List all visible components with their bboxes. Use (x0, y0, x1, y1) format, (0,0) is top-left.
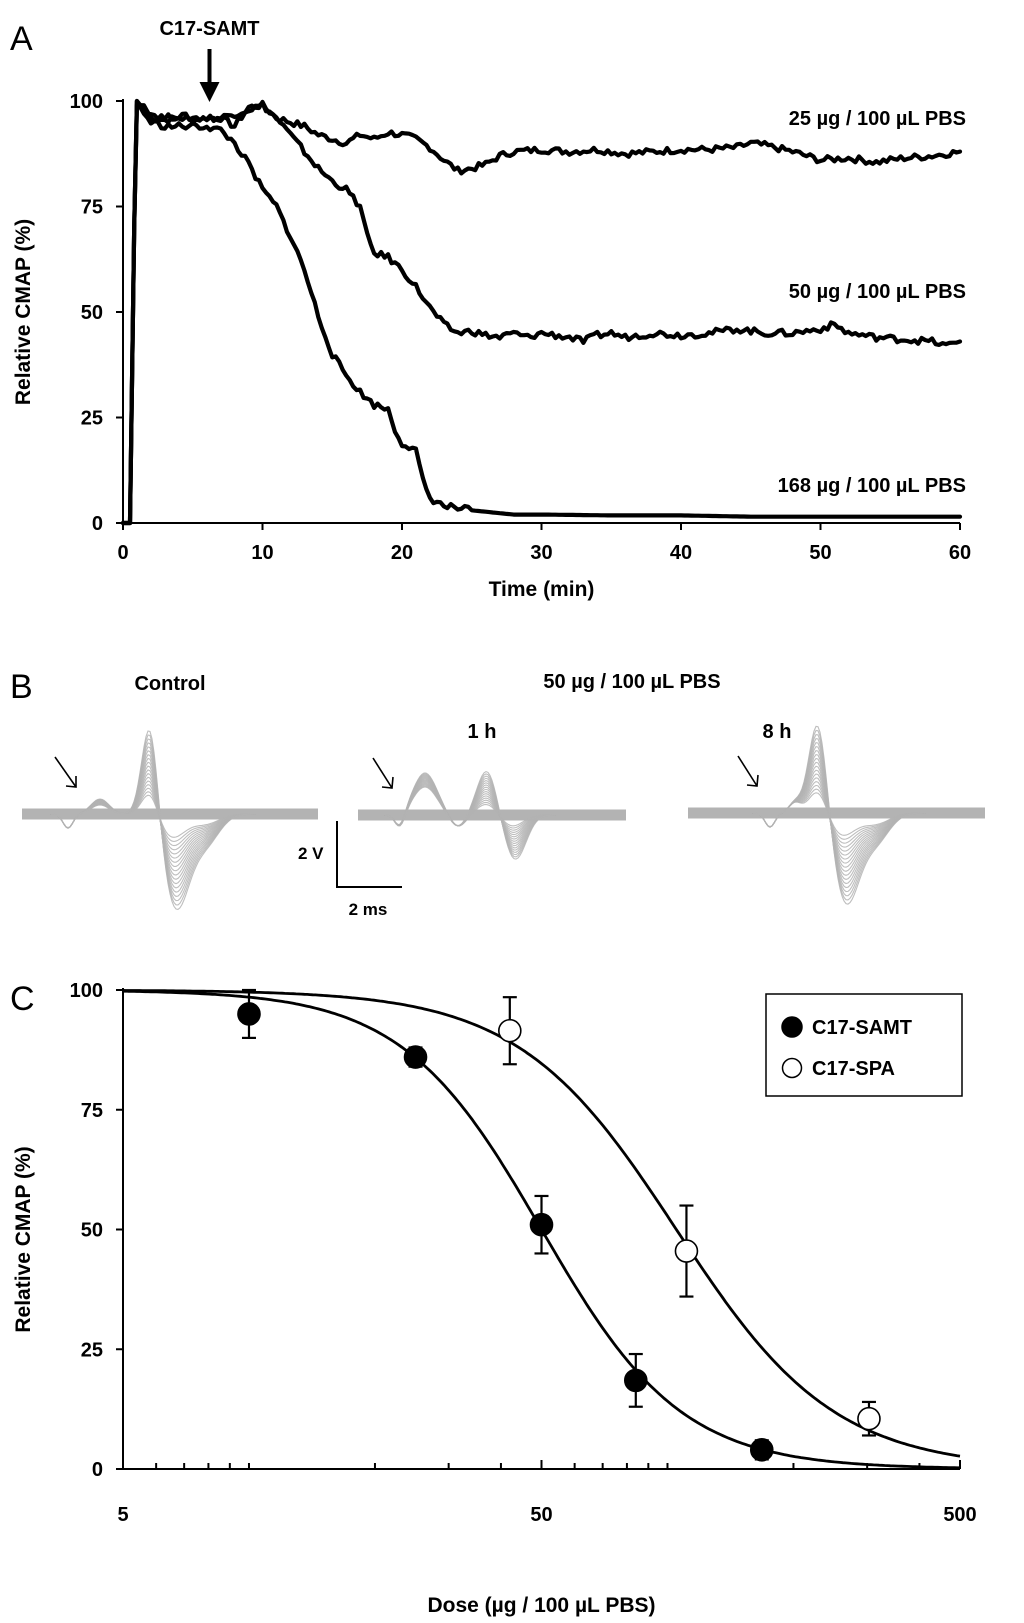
legend-label-c17-samt: C17-SAMT (812, 1017, 912, 1039)
panel-c-x-tick-label: 50 (530, 1504, 552, 1526)
panel-c-y-tick-label: 25 (81, 1339, 103, 1361)
panel-a: A 0 25 50 75 100 0 10 20 30 40 50 60 Time (min) Rel… (10, 18, 971, 601)
panel-c-point-c17-spa (674, 1239, 699, 1263)
panel-a-y-axis-title: Relative CMAP (%) (12, 219, 35, 405)
panel-a-series-line (120, 98, 963, 526)
panel-a-x-tick-label: 0 (117, 542, 128, 564)
panel-a-x-tick-label: 30 (530, 542, 552, 564)
trace-8h-label: 8 h (763, 721, 792, 743)
panel-a-x-tick-label: 10 (251, 542, 273, 564)
panel-c-point-c17-spa (498, 1018, 522, 1043)
panel-b: B Control 50 µg / 100 µL PBS 1 h 8 h 2 V… (10, 668, 985, 919)
scale-bar: 2 V 2 ms (298, 821, 402, 919)
panel-a-series-label: 168 µg / 100 µL PBS (778, 475, 966, 497)
panel-a-x-tick-label: 40 (670, 542, 692, 564)
legend-open-circle-icon (781, 1057, 803, 1079)
panel-a-x-tick-label: 50 (809, 542, 831, 564)
panel-c-point-c17-samt (749, 1438, 774, 1462)
panel-b-traces (22, 725, 985, 910)
panel-c-fit-curve (122, 989, 961, 1458)
panel-c: C 0 25 50 75 100 5 50 500 Dose (µg / 100 µL PBS… (10, 980, 977, 1617)
c17-samt-annotation-label: C17-SAMT (159, 18, 259, 40)
stimulus-arrow-icon (372, 757, 394, 789)
trace-8h (688, 725, 984, 905)
panel-c-point-c17-spa (857, 1406, 881, 1431)
stimulus-arrow-icon (737, 755, 759, 787)
panel-a-y-tick-label: 25 (81, 408, 103, 430)
panel-a-x-tick-label: 20 (391, 542, 413, 564)
legend-label-c17-spa: C17-SPA (812, 1058, 895, 1080)
panel-a-y-tick-label: 50 (81, 302, 103, 324)
panel-a-annotation: C17-SAMT (159, 18, 259, 102)
panel-c-data-points (237, 988, 881, 1462)
panel-c-x-tick-label: 5 (117, 1504, 128, 1526)
trace-control-label: Control (134, 673, 205, 695)
panel-a-series-line (120, 98, 963, 526)
panel-c-axes: 0 25 50 75 100 5 50 500 (70, 980, 977, 1526)
panel-c-y-axis-title: Relative CMAP (%) (12, 1146, 35, 1332)
trace-control (22, 730, 318, 910)
trace-1h-label: 1 h (468, 721, 497, 743)
application-arrow-icon (199, 82, 220, 102)
trace-1h (358, 770, 626, 860)
scale-bar-voltage-label: 2 V (298, 844, 324, 863)
panel-a-letter: A (10, 20, 33, 58)
scale-bar-time-label: 2 ms (349, 900, 388, 919)
panel-a-y-tick-label: 100 (70, 91, 103, 113)
panel-a-axes: 0 25 50 75 100 0 10 20 30 40 50 60 (70, 91, 972, 564)
panel-a-series: 25 µg / 100 µL PBS 50 µg / 100 µL PBS 168 … (120, 98, 966, 526)
condition-label: 50 µg / 100 µL PBS (543, 671, 720, 693)
legend-box (765, 993, 963, 1097)
panel-c-point-c17-samt (403, 1045, 428, 1069)
panel-a-series-label: 50 µg / 100 µL PBS (789, 281, 966, 303)
panel-a-series-label: 25 µg / 100 µL PBS (789, 108, 966, 130)
panel-c-letter: C (10, 980, 35, 1018)
panel-c-y-tick-label: 50 (81, 1220, 103, 1242)
panel-c-y-tick-label: 100 (70, 980, 103, 1002)
panel-a-y-tick-label: 0 (92, 513, 103, 535)
panel-c-point-c17-samt (623, 1368, 648, 1393)
panel-a-y-tick-label: 75 (81, 197, 103, 219)
panel-c-x-tick-label: 500 (943, 1504, 976, 1526)
panel-c-y-tick-label: 0 (92, 1459, 103, 1481)
stimulus-arrow-icon (54, 756, 77, 788)
panel-a-x-axis-title: Time (min) (489, 578, 595, 601)
panel-c-x-axis-title: Dose (µg / 100 µL PBS) (427, 1594, 655, 1617)
legend-filled-circle-icon (781, 1016, 803, 1038)
panel-c-point-c17-samt (237, 1002, 261, 1026)
panel-a-x-tick-label: 60 (949, 542, 971, 564)
legend: C17-SAMT C17-SPA (765, 993, 963, 1097)
panel-c-y-tick-label: 75 (81, 1100, 103, 1122)
panel-c-point-c17-samt (529, 1212, 554, 1237)
panel-b-letter: B (10, 668, 33, 706)
